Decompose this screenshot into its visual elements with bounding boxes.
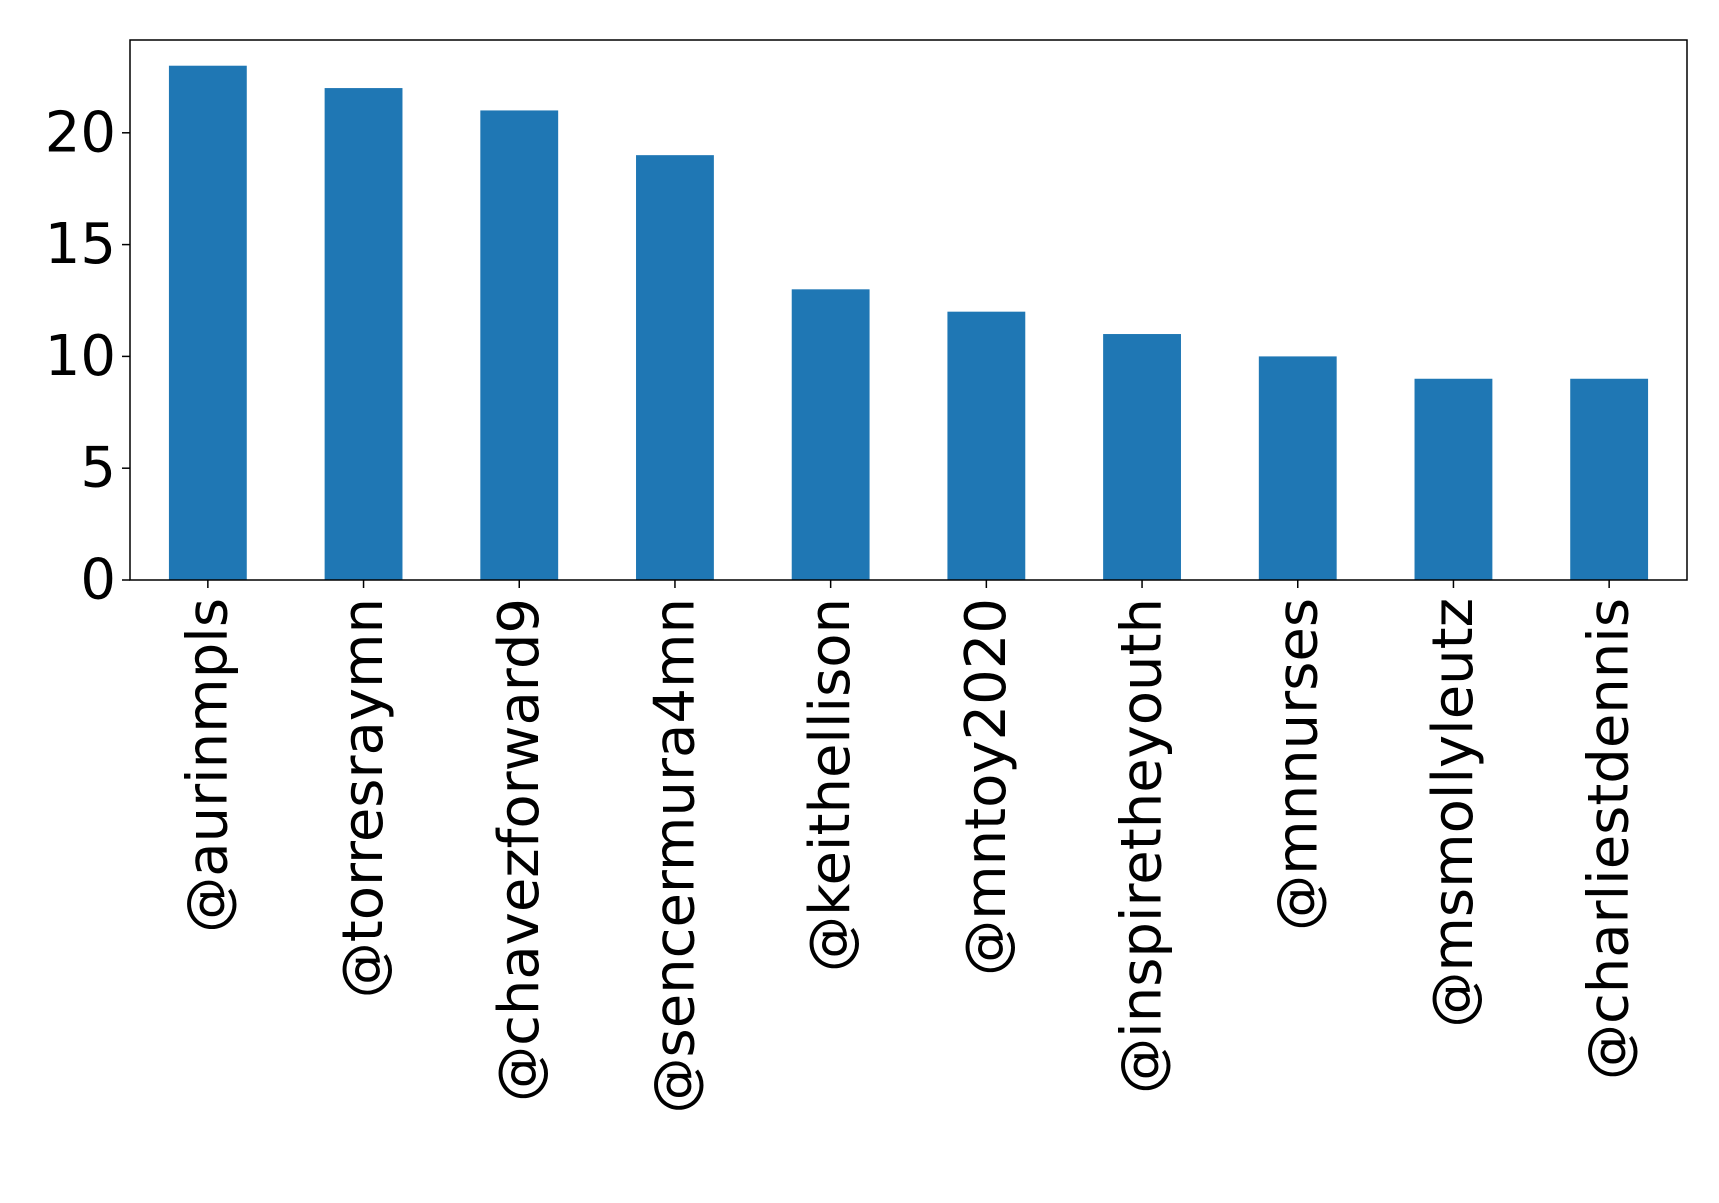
x-tick-label: @charliestdennis bbox=[1577, 598, 1642, 1080]
x-tick-label: @chavezforward9 bbox=[487, 598, 552, 1102]
bar-chavezforward9 bbox=[480, 110, 559, 580]
y-tick-label: 10 bbox=[45, 324, 116, 389]
x-tick-label: @inspiretheyouth bbox=[1110, 598, 1175, 1094]
bar-aurinmpls bbox=[168, 65, 247, 580]
y-tick-label: 5 bbox=[80, 436, 116, 501]
plot-frame bbox=[129, 39, 1688, 581]
y-tick-label: 20 bbox=[45, 100, 116, 165]
bar-charliestdennis bbox=[1570, 378, 1649, 580]
bar-inspiretheyouth bbox=[1103, 334, 1181, 580]
bar-sencermura4mn bbox=[636, 155, 714, 580]
y-tick-label: 15 bbox=[45, 212, 116, 277]
x-tick-label: @keithellison bbox=[798, 598, 863, 972]
bar-mnnurses bbox=[1258, 356, 1337, 580]
bar-keithellison bbox=[791, 289, 870, 580]
y-axis: 0 5 10 15 20 bbox=[45, 100, 130, 613]
x-tick-label: @mntoy2020 bbox=[954, 598, 1019, 976]
bar-torresraymn bbox=[324, 88, 403, 581]
x-tick-label: @mnnurses bbox=[1265, 598, 1330, 931]
x-tick-label: @sencermura4mn bbox=[642, 598, 707, 1113]
x-tick-label: @msmollyleutz bbox=[1421, 598, 1486, 1028]
y-tick-label: 0 bbox=[80, 548, 116, 613]
x-axis: @aurinmpls @torresraymn @chavezforward9 @se… bbox=[175, 580, 1642, 1113]
x-tick-label: @aurinmpls bbox=[175, 598, 240, 933]
bar-msmollyleutz bbox=[1414, 378, 1493, 580]
bars-group bbox=[168, 65, 1649, 581]
x-tick-label: @torresraymn bbox=[331, 598, 396, 998]
bar-mntoy2020 bbox=[947, 311, 1026, 580]
